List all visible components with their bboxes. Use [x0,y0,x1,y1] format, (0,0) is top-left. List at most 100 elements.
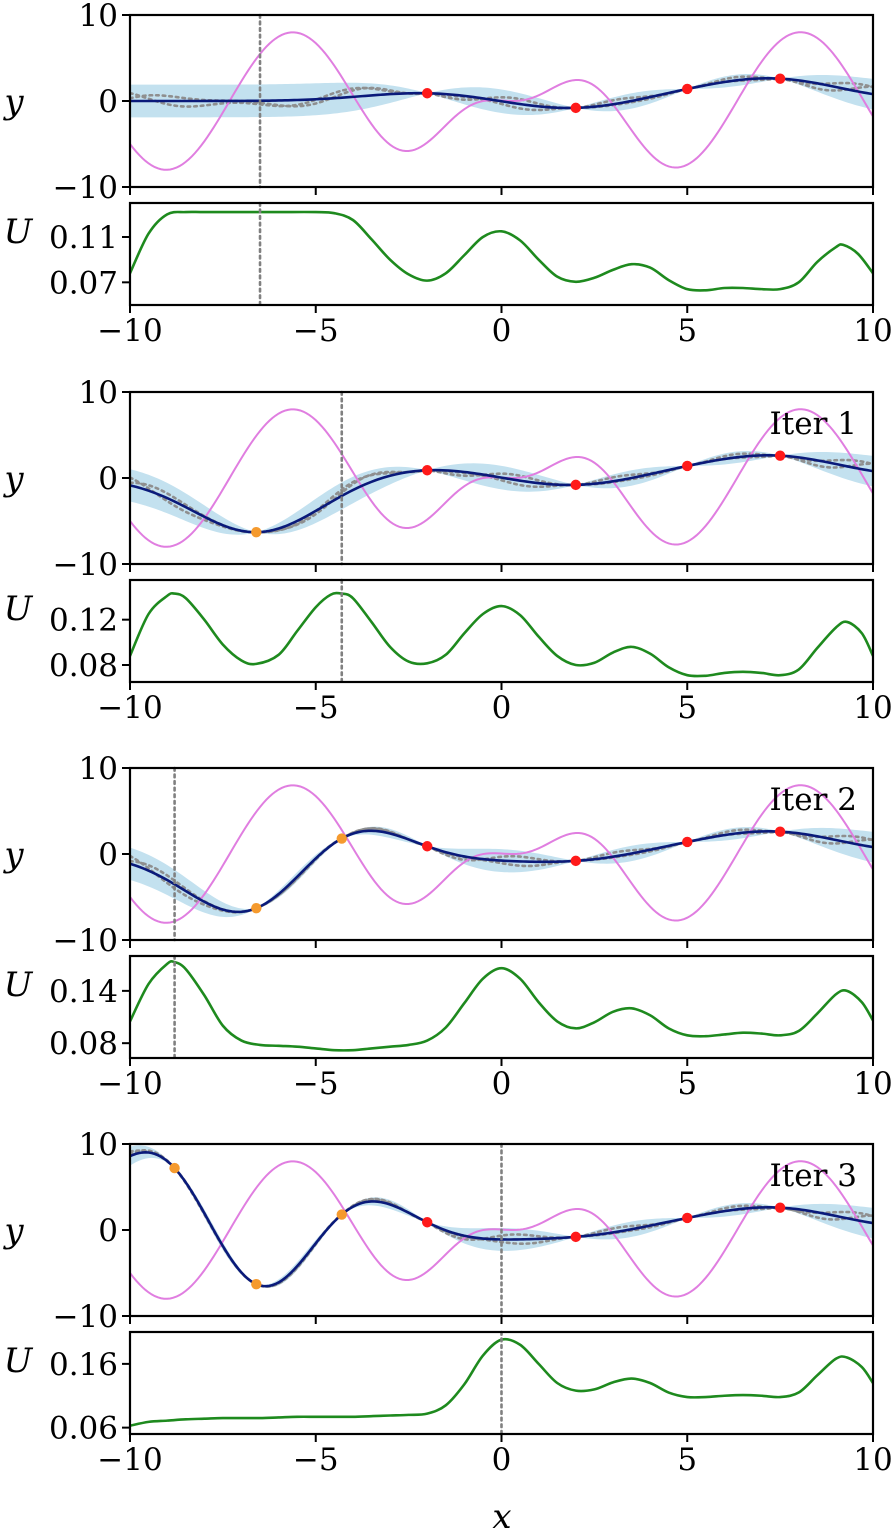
initial-observation-point [422,465,433,476]
u-plot-area [130,591,873,678]
y-tick-label: 0 [98,837,118,873]
u-panel-frame [128,954,875,1060]
x-tick-label: 5 [677,313,697,349]
acquired-observation-point [169,1162,180,1174]
initial-observation-point [422,88,433,99]
y-axis-label: y [2,82,24,122]
true-function-curve [130,784,873,924]
initial-observation-point [422,1217,433,1228]
initial-observation-point [570,102,581,114]
acquisition-curve [130,591,873,678]
x-tick-label: 0 [492,690,512,726]
y-tick-label: 0 [98,84,118,120]
confidence-band [130,826,873,918]
y-tick-label: 10 [79,375,118,411]
y-plot-area [130,408,873,548]
y-tick-label: −10 [53,1299,118,1335]
y-tick-label: 0.16 [49,1347,118,1383]
gp-mean-curve [130,77,873,110]
iteration-label: Iter 2 [770,782,857,818]
u-panel: −10 −5 0 5 10 0.07 0.11 U [4,201,893,349]
x-tick-label: 5 [677,1442,697,1478]
panel-iteration-3: −10 0 10 y Iter 3 −10 −5 0 5 10 0.06 0.16 U [2,1127,892,1478]
y-tick-label: 10 [79,0,118,34]
initial-observation-point [682,836,693,848]
u-panel: −10 −5 0 5 10 0.08 0.14 U [4,954,893,1102]
x-tick-label: 10 [853,1442,892,1478]
confidence-band [130,73,873,118]
confidence-band [130,450,873,535]
x-tick-label: −5 [293,1442,339,1478]
acquired-observation-point [251,526,262,538]
y-tick-label: 0.08 [49,1026,118,1062]
initial-observation-point [570,479,581,491]
iteration-label: Iter 3 [770,1158,857,1194]
y-panel: −10 0 10 y Iter 2 [2,751,875,959]
y-tick-label: −10 [53,170,118,206]
y-tick-label: 10 [79,1127,118,1163]
u-panel: −10 −5 0 5 10 0.08 0.12 U [4,578,893,726]
u-panel-frame [128,578,875,684]
panel-iteration-1: −10 0 10 y Iter 1 −10 −5 0 5 10 0.08 0.12 U [2,375,892,726]
y-tick-label: −10 [53,923,118,959]
x-tick-label: 5 [677,690,697,726]
initial-observation-point [682,83,693,95]
u-axis-label: U [4,1341,34,1381]
x-tick-label: −5 [293,1066,339,1102]
y-plot-area [130,784,873,924]
acquisition-curve [130,959,873,1052]
y-panel: −10 0 10 y [2,0,875,206]
panel-iteration-0: −10 0 10 y −10 −5 0 5 10 0.07 0.11 U [2,0,892,349]
acquired-observation-point [251,902,262,914]
y-tick-label: 0.14 [49,974,118,1010]
y-axis-label: y [2,835,24,875]
u-plot-area [130,210,873,292]
x-tick-label: 10 [853,1066,892,1102]
x-tick-label: 10 [853,690,892,726]
x-tick-label: −5 [293,313,339,349]
y-tick-label: 0.06 [49,1411,118,1447]
y-panel: −10 0 10 y Iter 1 [2,375,875,583]
y-plot-area [130,31,873,171]
acquired-observation-point [336,1209,347,1220]
y-tick-label: 0.07 [49,265,118,301]
u-axis-label: U [4,965,34,1005]
u-plot-area [130,1337,873,1427]
acquired-observation-point [336,833,347,844]
y-panel: −10 0 10 y Iter 3 [2,1127,875,1335]
gp-sample-curve [130,452,873,534]
u-axis-label: U [4,589,34,629]
y-tick-label: 0.08 [49,648,118,684]
iteration-label: Iter 1 [770,406,857,442]
y-tick-label: 0 [98,1213,118,1249]
acquisition-curve [130,210,873,292]
x-tick-label: 5 [677,1066,697,1102]
y-tick-label: 0 [98,461,118,497]
x-axis-label: x [492,1497,511,1537]
initial-observation-point [570,1231,581,1243]
u-plot-area [130,959,873,1052]
x-tick-label: 0 [492,1442,512,1478]
initial-observation-point [570,855,581,867]
x-tick-label: −10 [97,690,162,726]
x-tick-label: −10 [97,313,162,349]
u-axis-label: U [4,212,34,252]
panel-iteration-2: −10 0 10 y Iter 2 −10 −5 0 5 10 0.08 0.14 U [2,751,892,1102]
initial-observation-point [422,841,433,852]
x-tick-label: 0 [492,1066,512,1102]
y-tick-label: 10 [79,751,118,787]
y-axis-label: y [2,1211,24,1251]
y-tick-label: 0.12 [49,603,118,639]
y-tick-label: −10 [53,547,118,583]
x-tick-label: −5 [293,690,339,726]
x-tick-label: −10 [97,1442,162,1478]
acquired-observation-point [251,1278,262,1290]
initial-observation-point [774,450,786,461]
initial-observation-point [682,460,693,472]
initial-observation-point [774,826,786,837]
y-tick-label: 0.11 [49,220,118,256]
y-axis-label: y [2,459,24,499]
x-tick-label: 0 [492,313,512,349]
